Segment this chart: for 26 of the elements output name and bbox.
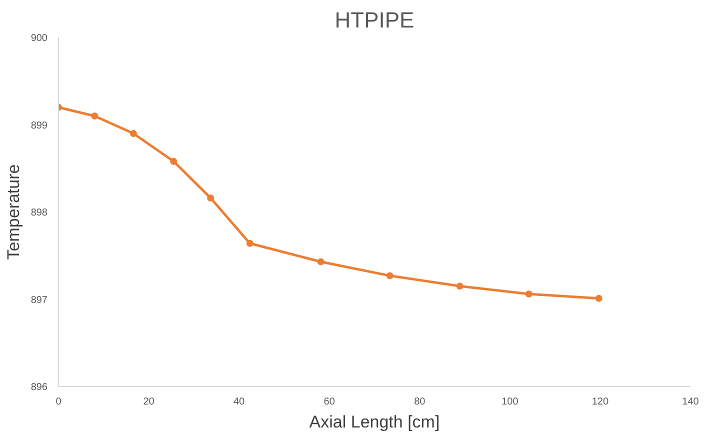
x-tick-label: 100 (502, 396, 519, 408)
x-tick-label: 20 (143, 396, 155, 408)
x-tick-label: 40 (234, 396, 246, 408)
point (170, 158, 178, 165)
y-axis-title: Temperature (4, 164, 23, 260)
y-tick-label: 900 (30, 33, 48, 44)
point (317, 258, 324, 266)
point (595, 294, 602, 302)
chart-title: HTPIPE (334, 8, 414, 32)
point (207, 194, 214, 202)
point (130, 130, 137, 137)
x-tick-label: 120 (592, 396, 609, 408)
point (246, 240, 254, 247)
x-tick-label: 0 (56, 396, 62, 408)
y-tick-label: 897 (30, 294, 48, 306)
y-tick-label: 899 (30, 120, 48, 132)
y-tick-label: 898 (30, 208, 48, 218)
point (91, 112, 98, 120)
point (386, 272, 394, 280)
y-tick-label: 896 (30, 382, 48, 393)
x-tick-label: 140 (682, 396, 700, 408)
point (456, 282, 464, 290)
x-axis-title: Axial Length [cm] (309, 412, 440, 432)
x-tick-label: 80 (414, 396, 426, 408)
point (525, 290, 532, 298)
x-tick-label: 60 (324, 396, 336, 408)
